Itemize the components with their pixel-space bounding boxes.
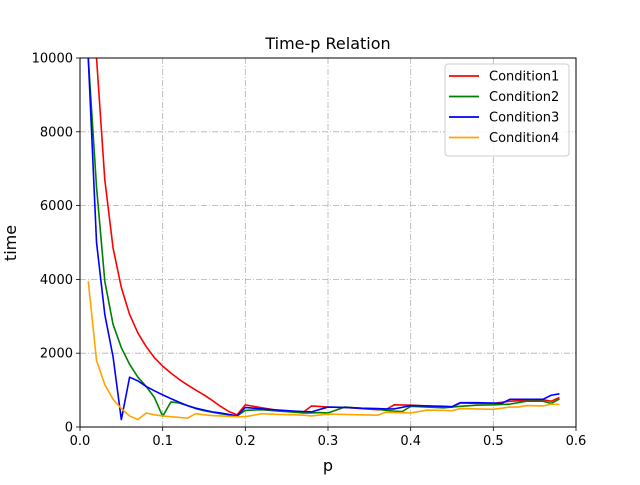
x-tick-label: 0.0 <box>70 434 91 449</box>
series-lines <box>87 58 560 421</box>
y-tick-label: 0 <box>65 421 73 436</box>
chart-title: Time-p Relation <box>264 34 390 53</box>
x-tick-label: 0.3 <box>318 434 339 449</box>
y-tick-label: 4000 <box>40 273 73 288</box>
x-tick-label: 0.1 <box>152 434 173 449</box>
y-tick-label: 2000 <box>40 347 73 362</box>
y-tick-label: 8000 <box>40 125 73 140</box>
x-tick-label: 0.2 <box>235 434 256 449</box>
legend-label: Condition3 <box>489 111 559 126</box>
x-tick-label: 0.4 <box>400 434 421 449</box>
x-tick-label: 0.5 <box>483 434 504 449</box>
series-line-condition2 <box>87 58 560 418</box>
y-axis-label: time <box>1 225 20 261</box>
legend-label: Condition2 <box>489 90 559 105</box>
x-axis-label: p <box>323 456 333 475</box>
series-line-condition3 <box>87 58 560 421</box>
axis-ticks: 0.0 0.1 0.2 0.3 0.4 0.5 0.6 0 2000 4000 6000 8000 10… <box>32 52 587 450</box>
y-tick-label: 10000 <box>32 52 73 67</box>
legend-label: Condition4 <box>489 131 559 146</box>
legend-box <box>444 63 570 157</box>
series-line-condition4 <box>87 281 560 421</box>
legend: Condition1 Condition2 Condition3 Condition4 <box>444 63 570 157</box>
x-tick-label: 0.6 <box>566 434 587 449</box>
y-tick-label: 6000 <box>40 199 73 214</box>
legend-label: Condition1 <box>489 70 559 85</box>
